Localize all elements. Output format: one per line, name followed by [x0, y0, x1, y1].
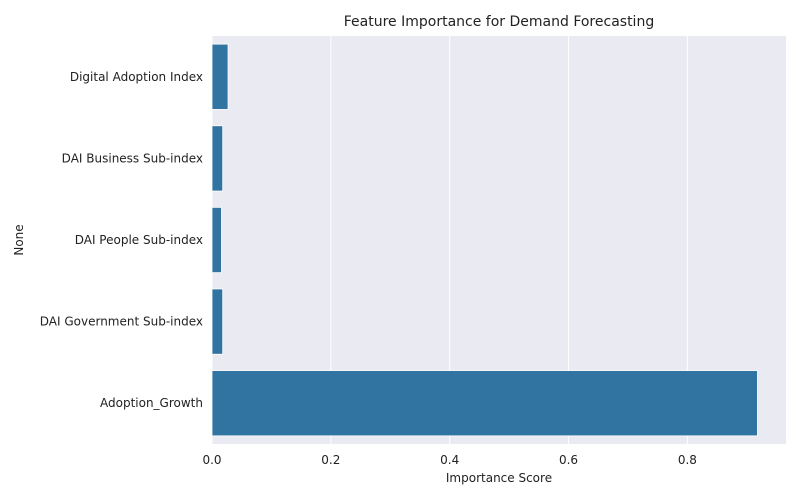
x-tick-labels: 0.0 0.2 0.4 0.6 0.8: [202, 453, 696, 467]
y-tick-label: Adoption_Growth: [100, 396, 203, 410]
bar: [211, 288, 224, 355]
chart-title: Feature Importance for Demand Forecastin…: [344, 14, 654, 30]
bar: [211, 370, 758, 437]
y-tick-label: DAI Government Sub-index: [40, 315, 203, 329]
x-tick-label: 0.6: [559, 453, 578, 467]
y-tick-labels: Digital Adoption Index DAI Business Sub-i…: [40, 70, 203, 410]
x-tick-label: 0.2: [321, 453, 340, 467]
bars: [211, 43, 758, 437]
x-axis-label: Importance Score: [446, 471, 552, 485]
x-tick-label: 0.8: [678, 453, 697, 467]
y-tick-label: DAI People Sub-index: [75, 233, 203, 247]
y-tick-label: DAI Business Sub-index: [62, 151, 203, 165]
x-tick-label: 0.4: [440, 453, 459, 467]
y-tick-label: Digital Adoption Index: [70, 70, 203, 84]
y-axis-label: None: [12, 224, 26, 255]
x-tick-label: 0.0: [202, 453, 221, 467]
bar: [211, 43, 229, 110]
bar: [211, 206, 222, 274]
bar: [211, 125, 224, 192]
